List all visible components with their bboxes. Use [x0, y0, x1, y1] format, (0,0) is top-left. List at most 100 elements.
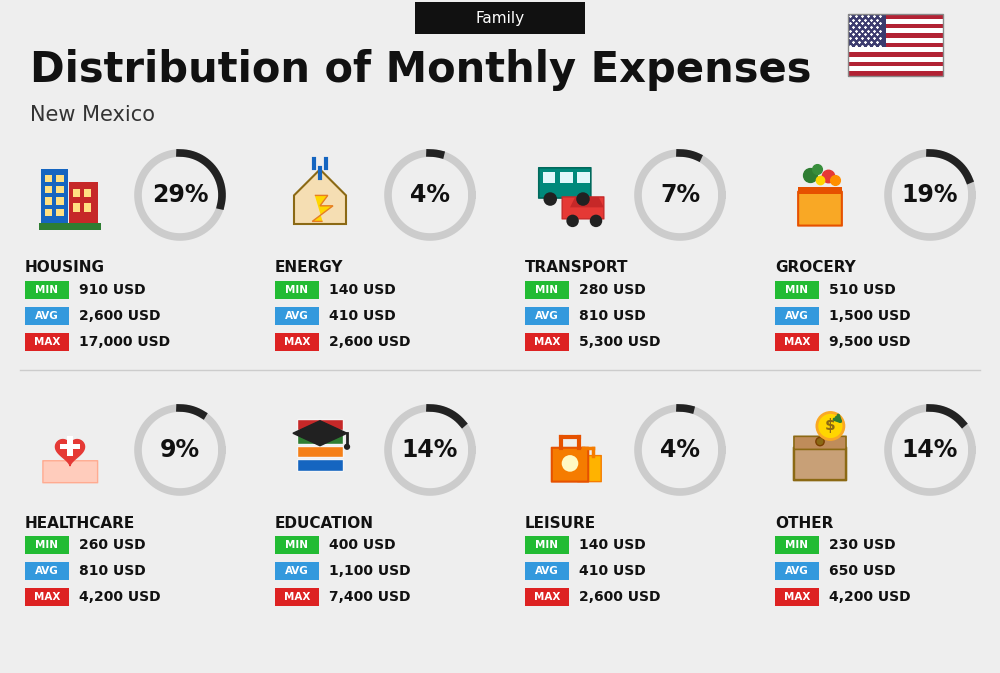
Text: 9,500 USD: 9,500 USD: [829, 335, 910, 349]
FancyBboxPatch shape: [794, 436, 846, 450]
FancyBboxPatch shape: [848, 14, 942, 20]
Text: 4,200 USD: 4,200 USD: [829, 590, 911, 604]
FancyBboxPatch shape: [69, 182, 98, 224]
FancyBboxPatch shape: [543, 172, 555, 184]
FancyBboxPatch shape: [552, 448, 588, 482]
Circle shape: [561, 454, 579, 472]
Polygon shape: [312, 195, 333, 221]
FancyBboxPatch shape: [84, 203, 91, 211]
FancyBboxPatch shape: [848, 33, 942, 38]
FancyBboxPatch shape: [525, 562, 569, 580]
FancyBboxPatch shape: [45, 209, 52, 216]
Text: OTHER: OTHER: [775, 516, 833, 530]
Polygon shape: [294, 170, 346, 224]
FancyBboxPatch shape: [25, 333, 69, 351]
FancyBboxPatch shape: [848, 62, 942, 67]
Text: 17,000 USD: 17,000 USD: [79, 335, 170, 349]
FancyBboxPatch shape: [297, 459, 343, 470]
Circle shape: [816, 437, 824, 446]
FancyBboxPatch shape: [43, 461, 98, 483]
FancyBboxPatch shape: [577, 172, 590, 184]
Text: 410 USD: 410 USD: [329, 309, 396, 323]
Text: 1,100 USD: 1,100 USD: [329, 564, 411, 578]
Polygon shape: [293, 421, 347, 446]
Text: MAX: MAX: [784, 592, 810, 602]
Text: New Mexico: New Mexico: [30, 105, 155, 125]
Text: 410 USD: 410 USD: [579, 564, 646, 578]
Text: MIN: MIN: [536, 285, 558, 295]
FancyBboxPatch shape: [798, 192, 842, 225]
Text: 14%: 14%: [402, 438, 458, 462]
FancyBboxPatch shape: [578, 456, 601, 482]
FancyBboxPatch shape: [297, 419, 343, 430]
Text: 9%: 9%: [160, 438, 200, 462]
FancyBboxPatch shape: [525, 281, 569, 299]
FancyBboxPatch shape: [848, 67, 942, 72]
FancyBboxPatch shape: [415, 2, 585, 34]
Text: 4,200 USD: 4,200 USD: [79, 590, 161, 604]
Text: LEISURE: LEISURE: [525, 516, 596, 530]
Text: HOUSING: HOUSING: [25, 260, 105, 275]
Text: MIN: MIN: [286, 540, 308, 550]
FancyBboxPatch shape: [39, 223, 101, 230]
Text: MIN: MIN: [36, 285, 58, 295]
FancyBboxPatch shape: [275, 588, 319, 606]
Text: 29%: 29%: [152, 183, 208, 207]
Text: AVG: AVG: [785, 566, 809, 576]
FancyBboxPatch shape: [73, 203, 80, 211]
FancyBboxPatch shape: [56, 186, 64, 193]
FancyBboxPatch shape: [525, 588, 569, 606]
Text: MIN: MIN: [286, 285, 308, 295]
FancyBboxPatch shape: [525, 536, 569, 554]
FancyBboxPatch shape: [775, 281, 819, 299]
Text: 400 USD: 400 USD: [329, 538, 396, 552]
Text: 140 USD: 140 USD: [329, 283, 396, 297]
Text: 650 USD: 650 USD: [829, 564, 896, 578]
Text: 810 USD: 810 USD: [579, 309, 646, 323]
Circle shape: [590, 215, 602, 227]
Text: AVG: AVG: [35, 566, 59, 576]
Text: MAX: MAX: [534, 592, 560, 602]
FancyBboxPatch shape: [560, 172, 573, 184]
Text: 2,600 USD: 2,600 USD: [329, 335, 411, 349]
Text: 810 USD: 810 USD: [79, 564, 146, 578]
Text: 19%: 19%: [902, 183, 958, 207]
FancyBboxPatch shape: [25, 562, 69, 580]
Text: MAX: MAX: [284, 337, 310, 347]
FancyBboxPatch shape: [275, 536, 319, 554]
FancyBboxPatch shape: [60, 444, 80, 449]
Text: 510 USD: 510 USD: [829, 283, 896, 297]
Polygon shape: [570, 197, 604, 207]
Text: HEALTHCARE: HEALTHCARE: [25, 516, 135, 530]
FancyBboxPatch shape: [775, 307, 819, 325]
FancyBboxPatch shape: [275, 562, 319, 580]
Text: AVG: AVG: [535, 566, 559, 576]
FancyBboxPatch shape: [45, 197, 52, 205]
Text: 260 USD: 260 USD: [79, 538, 146, 552]
Circle shape: [576, 192, 590, 206]
FancyBboxPatch shape: [67, 436, 73, 456]
Text: ENERGY: ENERGY: [275, 260, 344, 275]
FancyBboxPatch shape: [275, 281, 319, 299]
FancyBboxPatch shape: [848, 14, 886, 47]
Text: 4%: 4%: [660, 438, 700, 462]
Text: 910 USD: 910 USD: [79, 283, 146, 297]
Text: AVG: AVG: [785, 311, 809, 321]
FancyBboxPatch shape: [775, 333, 819, 351]
FancyBboxPatch shape: [848, 57, 942, 62]
FancyBboxPatch shape: [84, 188, 91, 197]
Text: $: $: [825, 419, 836, 433]
FancyBboxPatch shape: [539, 168, 591, 198]
FancyBboxPatch shape: [848, 38, 942, 43]
FancyBboxPatch shape: [848, 24, 942, 29]
Text: 4%: 4%: [410, 183, 450, 207]
FancyBboxPatch shape: [275, 333, 319, 351]
FancyBboxPatch shape: [56, 209, 64, 216]
FancyBboxPatch shape: [275, 307, 319, 325]
FancyBboxPatch shape: [848, 47, 942, 52]
FancyBboxPatch shape: [41, 170, 68, 224]
Text: MAX: MAX: [34, 592, 60, 602]
Text: TRANSPORT: TRANSPORT: [525, 260, 629, 275]
Text: MIN: MIN: [36, 540, 58, 550]
FancyBboxPatch shape: [56, 197, 64, 205]
